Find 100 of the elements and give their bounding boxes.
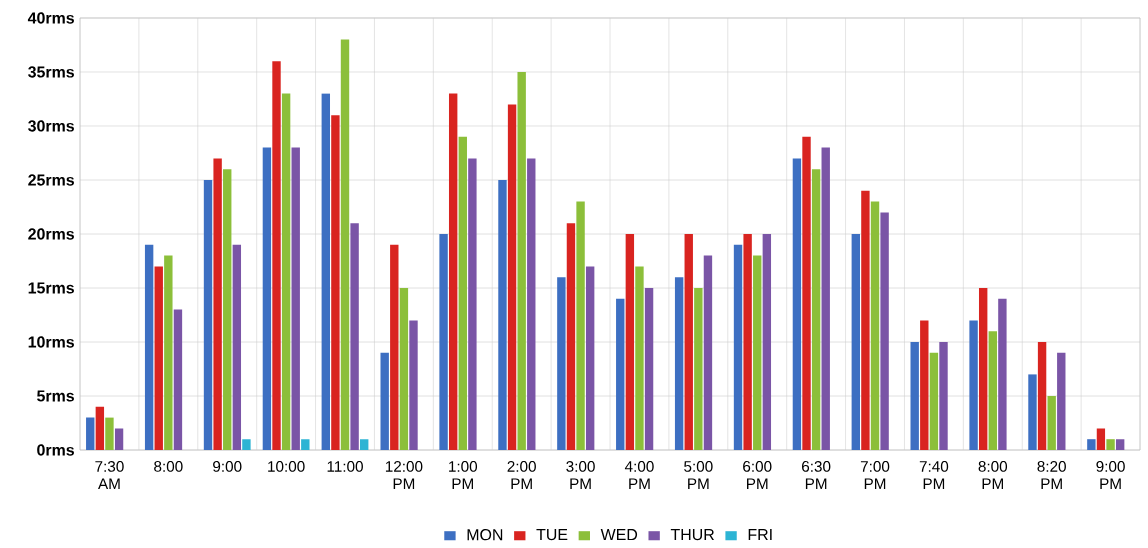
bar [498, 180, 507, 450]
bar [929, 352, 939, 450]
bar [792, 158, 802, 450]
bar [910, 342, 919, 450]
bar [616, 298, 625, 450]
bar [1106, 439, 1115, 450]
bar [242, 439, 251, 450]
bar [223, 169, 232, 450]
y-tick-label: 30rms [28, 120, 74, 132]
x-tick-label: 6:00 PM [743, 461, 772, 489]
legend-label: FRI [748, 529, 772, 541]
bar [262, 147, 272, 450]
bar [272, 61, 281, 450]
bar [173, 309, 183, 450]
x-tick-label: 7:40 PM [919, 461, 949, 489]
bar [1115, 439, 1125, 450]
bar [988, 331, 997, 450]
x-tick-label: 1:00 PM [449, 461, 478, 489]
x-tick-label: 8:20 PM [1037, 461, 1066, 489]
bar [625, 234, 635, 450]
bar [164, 255, 173, 450]
y-tick-label: 15rms [28, 282, 74, 294]
bar [674, 277, 684, 450]
bar [566, 223, 576, 450]
x-tick-label: 4:00 PM [624, 461, 654, 489]
bar [390, 244, 399, 450]
x-tick-label: 9:00 [213, 461, 242, 472]
bar [694, 288, 703, 450]
x-tick-label: 2:00 PM [507, 461, 536, 489]
bar [360, 439, 369, 450]
x-tick-label: 7:00 PM [860, 461, 890, 489]
bar [105, 417, 114, 450]
bar [635, 266, 644, 450]
bar [468, 158, 477, 450]
bar [380, 352, 389, 450]
bar [557, 277, 566, 450]
bar [281, 93, 291, 450]
y-tick-label: 5rms [37, 390, 74, 402]
bar [301, 439, 310, 450]
bar [458, 136, 467, 450]
bar [350, 223, 359, 450]
x-tick-label: 3:00 PM [566, 461, 595, 489]
x-tick-label: 6:30 PM [802, 461, 831, 489]
bar [409, 320, 418, 450]
y-tick-label: 25rms [28, 174, 74, 186]
bar [969, 320, 978, 450]
bar [232, 244, 242, 450]
y-tick-label: 20rms [28, 228, 74, 240]
bar [86, 417, 95, 450]
bar [939, 342, 948, 450]
bar [154, 266, 163, 450]
bar [439, 234, 448, 450]
bar [811, 169, 821, 450]
bar [517, 71, 526, 450]
bar [743, 234, 752, 450]
bar [1037, 342, 1047, 450]
bar [1047, 396, 1056, 450]
bar [880, 212, 889, 450]
bar [527, 158, 536, 450]
bar [448, 93, 458, 450]
bar [703, 255, 713, 450]
x-tick-label: 10:00 [268, 461, 305, 472]
bar [576, 201, 585, 450]
legend-label: TUE [536, 529, 568, 541]
bar [861, 190, 870, 450]
y-tick-label: 0rms [37, 444, 74, 456]
bar [144, 244, 154, 450]
bar [203, 180, 213, 450]
bar [399, 288, 409, 450]
y-tick-label: 35rms [28, 66, 74, 78]
bar [733, 244, 743, 450]
x-tick-label: 5:00 PM [684, 461, 713, 489]
bar [1057, 352, 1066, 450]
x-tick-label: 9:00 PM [1096, 461, 1125, 489]
bar [340, 39, 350, 450]
x-tick-label: 8:00 PM [978, 461, 1008, 489]
bar [870, 201, 880, 450]
bar [114, 428, 124, 450]
x-tick-label: 7:30 AM [95, 461, 124, 489]
bar [998, 298, 1007, 450]
bar [684, 234, 693, 450]
bar [507, 104, 517, 450]
legend-label: THUR [670, 529, 715, 541]
bar [585, 266, 595, 450]
bar [291, 147, 300, 450]
legend-label: WED [600, 529, 638, 541]
bar [1096, 428, 1106, 450]
bar [821, 147, 830, 450]
bar [95, 406, 105, 450]
bar [762, 234, 772, 450]
bar [1028, 374, 1037, 450]
bar [802, 136, 811, 450]
bar [920, 320, 929, 450]
x-tick-label: 12:00 PM [385, 461, 423, 489]
bar [978, 288, 988, 450]
bar [213, 158, 222, 450]
bar [1087, 439, 1096, 450]
x-tick-label: 8:00 [154, 461, 183, 472]
y-tick-label: 40rms [27, 12, 74, 24]
bar [331, 115, 340, 450]
